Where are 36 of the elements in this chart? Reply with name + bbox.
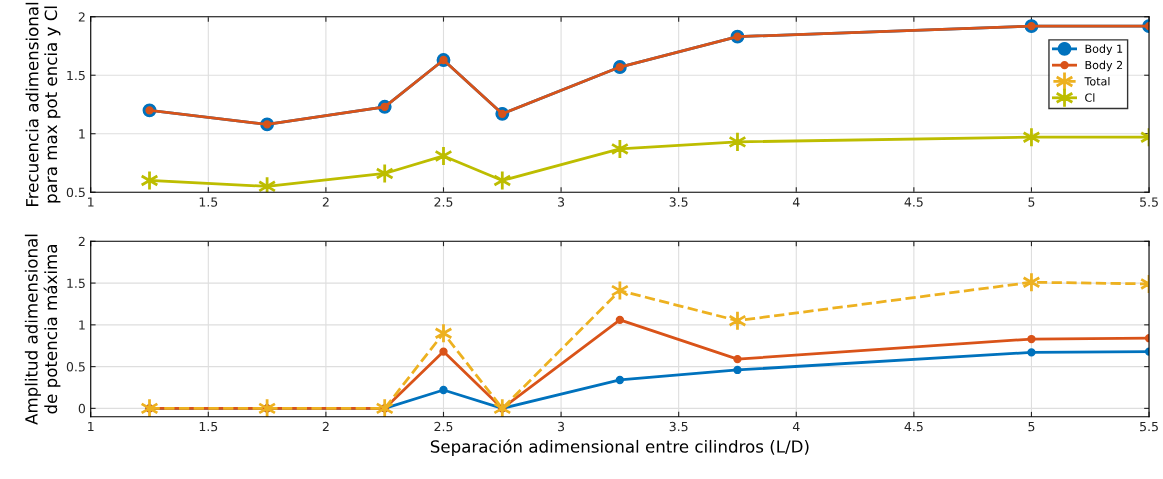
x-tick-label: 1.5: [199, 421, 218, 432]
y-tick-label: 1.5: [67, 70, 85, 81]
y-axis-title: Amplitud adimensional de potencia máxima: [24, 234, 61, 425]
x-tick-label: 2: [322, 197, 329, 207]
x-tick-label: 3.5: [669, 421, 688, 432]
x-tick-label: 1.5: [199, 197, 218, 207]
x-tick-label: 4.5: [904, 421, 923, 432]
x-tick-label: 5: [1028, 197, 1035, 207]
y-tick-label: 0.5: [66, 362, 85, 372]
y-axis-title: Frecuencia adimensional para max pot encia y Cl: [25, 2, 61, 207]
x-tick-label: 1: [88, 197, 94, 207]
x-tick-label: 1: [88, 421, 94, 432]
y-tick-label: 1: [79, 129, 85, 139]
x-axis-title: Separación adimensional entre cilindros (L/D): [430, 439, 809, 457]
x-tick-label: 2.5: [434, 421, 453, 432]
y-tick-label: 0: [78, 403, 86, 414]
x-tick-label: 3: [558, 421, 565, 432]
y-tick-label: 2: [78, 236, 85, 247]
x-tick-label: 3.5: [669, 197, 688, 207]
x-tick-label: 2: [322, 421, 329, 432]
x-tick-label: 2.5: [434, 197, 453, 207]
y-tick-label: 1.5: [67, 278, 85, 288]
x-tick-label: 4: [792, 421, 800, 432]
legend-label: Body 1: [1085, 44, 1123, 56]
legend-label: Body 2: [1085, 60, 1123, 72]
x-tick-label: 5.5: [1140, 197, 1158, 207]
x-tick-label: 3: [558, 197, 565, 207]
x-tick-label: 5.5: [1140, 421, 1158, 432]
y-tick-label: 2: [78, 12, 85, 22]
x-tick-label: 5: [1028, 421, 1035, 432]
y-tick-label: 0.5: [66, 187, 85, 198]
x-tick-label: 4: [792, 197, 800, 207]
x-tick-label: 4.5: [904, 197, 923, 207]
y-tick-label: 1: [79, 320, 85, 330]
legend-label: Total: [1084, 76, 1110, 86]
legend-label: Cl: [1085, 93, 1095, 102]
